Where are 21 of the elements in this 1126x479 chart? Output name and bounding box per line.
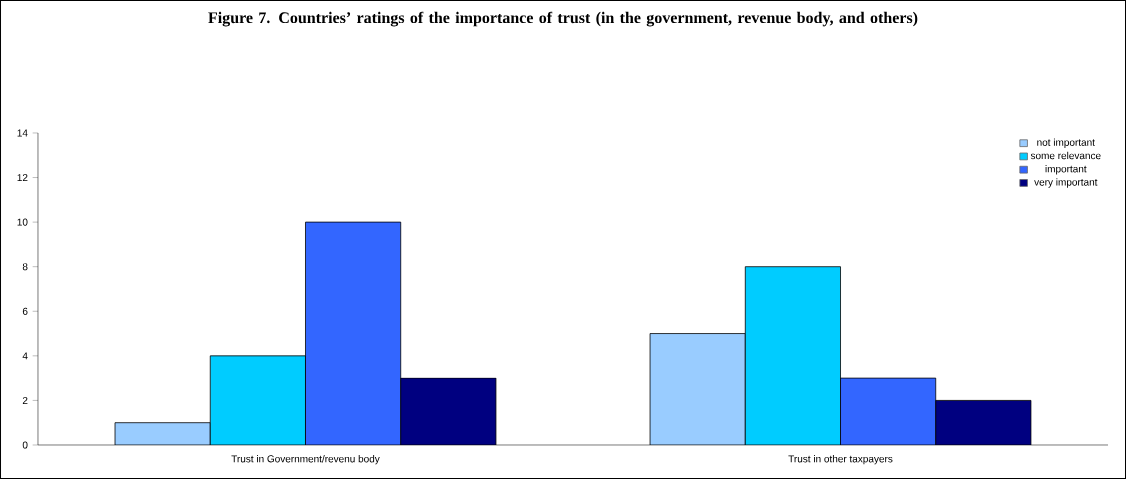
bar — [744, 266, 841, 445]
bar — [649, 333, 746, 445]
bar — [840, 377, 937, 445]
y-tick-label: 4 — [22, 352, 28, 360]
chart-title: Figure 7. Countries’ ratings of the importance of trust (in the government, revenue body, and others) — [208, 11, 918, 27]
legend-label: very important — [1034, 178, 1098, 188]
bar — [209, 355, 306, 445]
y-tick-label: 6 — [22, 307, 28, 315]
legend-label: important — [1045, 165, 1087, 175]
y-tick-label: 10 — [17, 218, 28, 226]
bar — [114, 422, 211, 445]
legend-label: not important — [1037, 138, 1095, 148]
legend-label: some relevance — [1030, 151, 1101, 160]
y-tick-label: 8 — [22, 263, 28, 271]
x-tick-label: Trust in other taxpayers — [788, 455, 893, 465]
x-tick-label: Trust in Government/revenu body — [231, 455, 380, 465]
y-tick-label: 0 — [22, 441, 28, 449]
y-tick-label: 2 — [22, 396, 28, 404]
bar — [305, 221, 402, 445]
y-tick-label: 14 — [17, 129, 28, 137]
y-tick-label: 12 — [17, 174, 28, 182]
